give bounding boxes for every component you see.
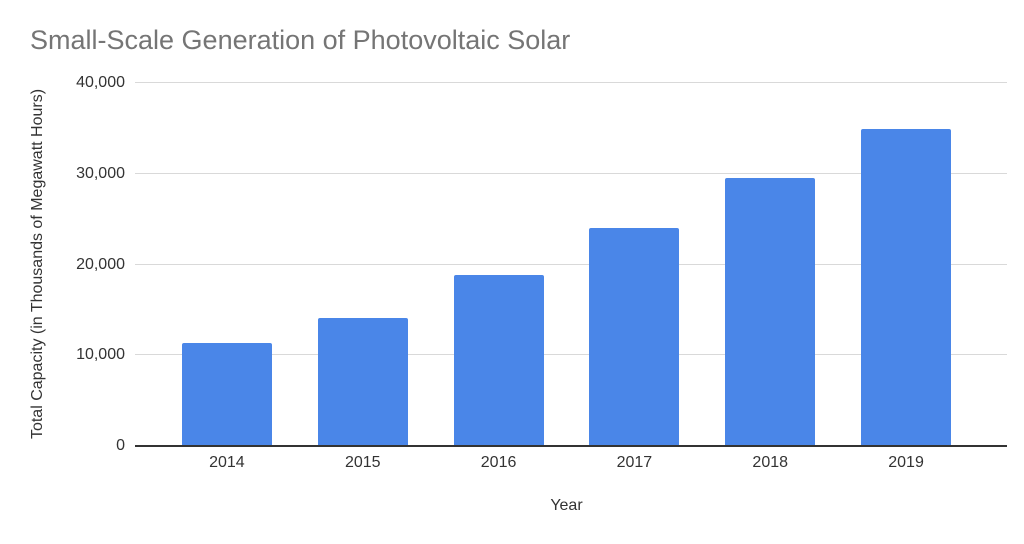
y-tick-label-10000: 10,000 <box>76 346 125 364</box>
x-axis-title: Year <box>550 497 583 514</box>
x-tick-label-2019: 2019 <box>888 454 924 471</box>
bar-2014 <box>181 343 272 446</box>
x-axis-tick-labels: 2014 2015 2016 2017 2018 2019 <box>159 454 974 472</box>
chart-title: Small-Scale Generation of Photovoltaic S… <box>30 25 571 55</box>
y-axis-tick-labels: 0 10,000 20,000 30,000 40,000 <box>30 74 125 454</box>
bar-band-2017 <box>566 83 702 446</box>
bar-2019 <box>861 129 952 446</box>
y-tick-label-20000: 20,000 <box>76 255 125 273</box>
y-tick-label-30000: 30,000 <box>76 164 125 182</box>
x-axis-line <box>135 445 1007 447</box>
bar-2017 <box>589 228 680 446</box>
x-tick-label-2018: 2018 <box>752 454 789 471</box>
bar-2015 <box>317 318 408 446</box>
y-tick-label-0: 0 <box>116 437 125 454</box>
x-tick-label-2015: 2015 <box>344 454 381 471</box>
gridline-10000 <box>135 354 1007 356</box>
bar-2016 <box>453 275 544 446</box>
plot-area <box>135 82 1007 447</box>
bar-2018 <box>725 178 816 446</box>
bar-band-2016 <box>431 83 567 446</box>
y-tick-label-40000: 40,000 <box>76 74 125 91</box>
bars-row <box>159 83 974 446</box>
gridline-40000 <box>135 82 1007 83</box>
bar-band-2014 <box>159 83 295 446</box>
bar-band-2018 <box>702 83 838 446</box>
x-tick-label-2014: 2014 <box>209 454 245 471</box>
x-tick-label-2016: 2016 <box>480 454 517 471</box>
gridline-20000 <box>135 263 1007 265</box>
gridline-30000 <box>135 172 1007 174</box>
bar-band-2019 <box>838 83 974 446</box>
x-tick-label-2017: 2017 <box>616 454 653 471</box>
bar-band-2015 <box>295 83 431 446</box>
